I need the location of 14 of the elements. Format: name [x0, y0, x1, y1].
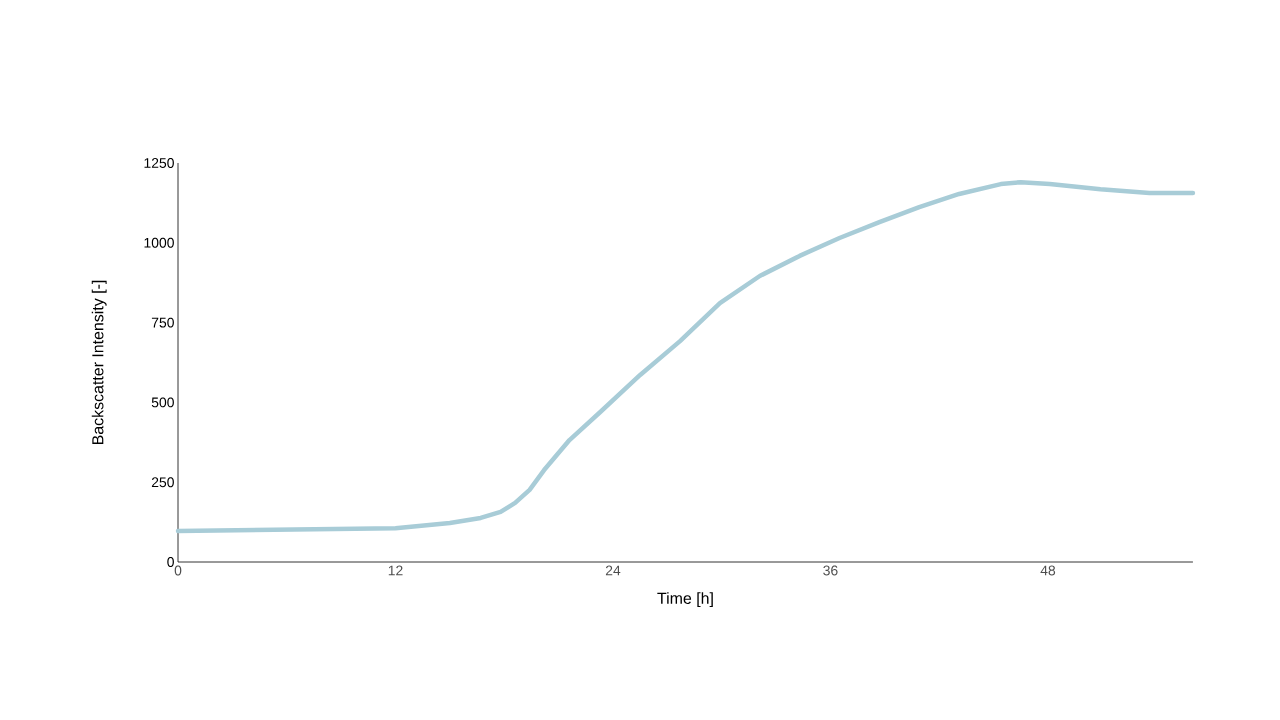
x-tick-label: 36: [823, 565, 838, 576]
x-axis-title: Time [h]: [657, 592, 713, 608]
x-tick-label: 0: [174, 565, 182, 576]
x-tick-label: 12: [388, 565, 403, 576]
y-tick-label: 750: [151, 317, 174, 328]
y-tick-label: 500: [151, 397, 174, 408]
x-tick-label: 24: [605, 565, 621, 576]
y-axis-title: Backscatter Intensity [-]: [91, 280, 107, 445]
line-series: [175, 179, 1196, 534]
y-tick-label: 1000: [144, 237, 174, 248]
y-tick-label: 0: [167, 557, 174, 567]
y-tick-label: 250: [151, 477, 174, 488]
x-tick-label: 48: [1040, 565, 1056, 576]
y-tick-label: 1250: [144, 158, 174, 168]
